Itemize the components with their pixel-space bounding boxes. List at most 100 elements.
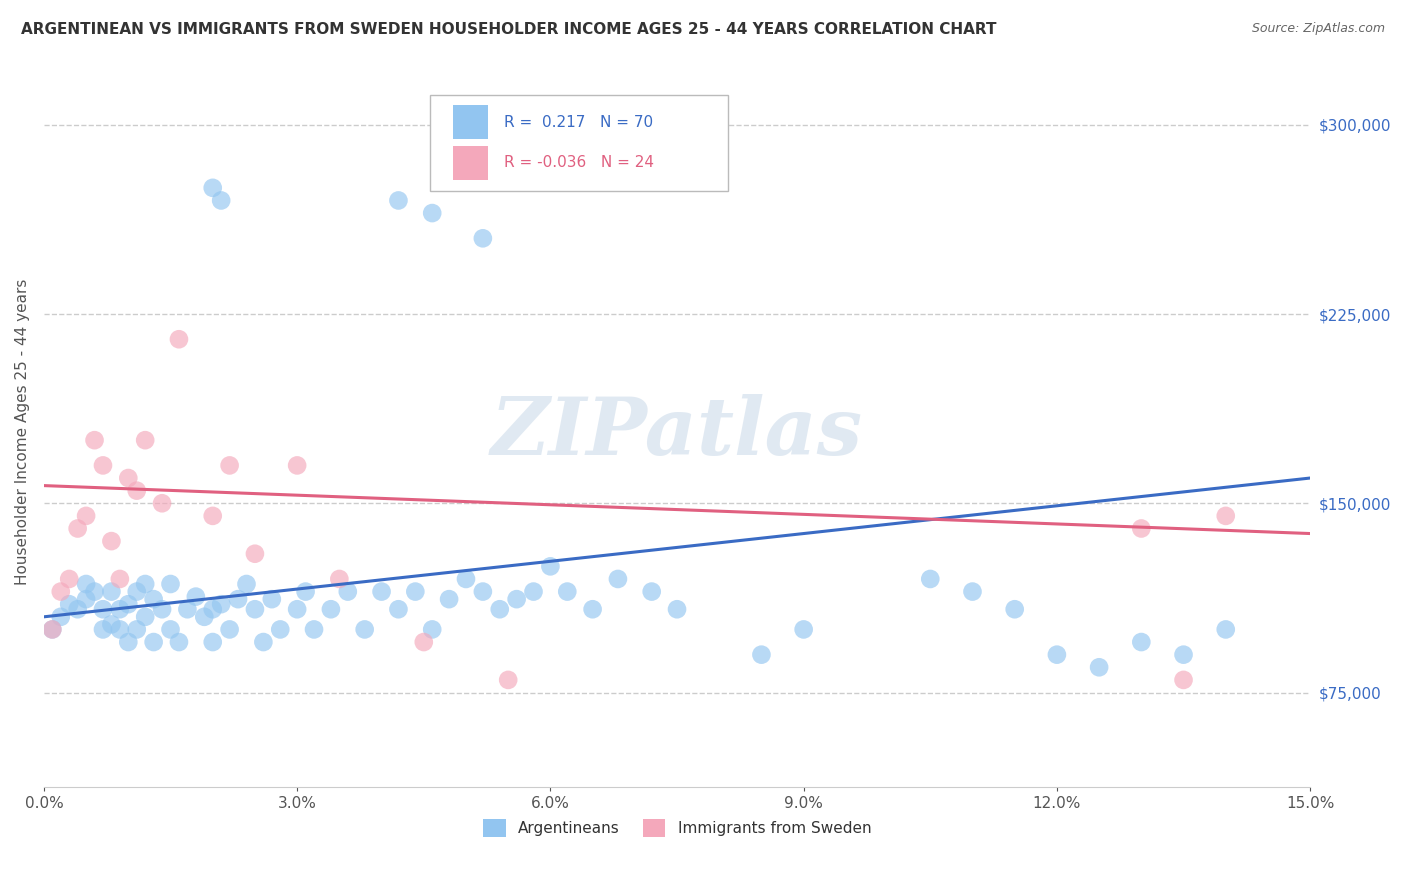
Point — [412, 635, 434, 649]
Point — [66, 602, 89, 616]
Point — [134, 609, 156, 624]
Point — [58, 572, 80, 586]
Legend: Argentineans, Immigrants from Sweden: Argentineans, Immigrants from Sweden — [477, 813, 877, 843]
Point — [100, 617, 122, 632]
Point — [581, 602, 603, 616]
Point — [302, 623, 325, 637]
Point — [91, 602, 114, 616]
Point — [159, 577, 181, 591]
Point — [91, 458, 114, 473]
Point — [117, 597, 139, 611]
Point — [488, 602, 510, 616]
Y-axis label: Householder Income Ages 25 - 44 years: Householder Income Ages 25 - 44 years — [15, 279, 30, 585]
Point — [294, 584, 316, 599]
Point — [1088, 660, 1111, 674]
Text: R = -0.036   N = 24: R = -0.036 N = 24 — [503, 155, 654, 170]
Point — [437, 592, 460, 607]
Point — [1215, 623, 1237, 637]
Point — [134, 577, 156, 591]
Point — [125, 623, 148, 637]
Text: Source: ZipAtlas.com: Source: ZipAtlas.com — [1251, 22, 1385, 36]
Point — [387, 194, 409, 208]
Point — [496, 673, 519, 687]
Point — [226, 592, 249, 607]
Point — [75, 508, 97, 523]
Point — [108, 602, 131, 616]
Point — [471, 584, 494, 599]
Point — [454, 572, 477, 586]
Bar — [453, 105, 488, 139]
Point — [353, 623, 375, 637]
Point — [420, 623, 443, 637]
Point — [1046, 648, 1069, 662]
Point — [108, 623, 131, 637]
Point — [218, 458, 240, 473]
Point — [209, 597, 232, 611]
Point — [218, 623, 240, 637]
Point — [117, 635, 139, 649]
Point — [260, 592, 283, 607]
Point — [285, 602, 308, 616]
Point — [319, 602, 342, 616]
Point — [1173, 673, 1195, 687]
Point — [387, 602, 409, 616]
Point — [176, 602, 198, 616]
Point — [75, 577, 97, 591]
Point — [751, 648, 773, 662]
Point — [505, 592, 527, 607]
Point — [201, 181, 224, 195]
Text: R =  0.217   N = 70: R = 0.217 N = 70 — [503, 115, 652, 129]
Point — [41, 623, 63, 637]
Point — [420, 206, 443, 220]
Point — [209, 194, 232, 208]
Point — [150, 602, 173, 616]
Point — [370, 584, 392, 599]
Point — [243, 547, 266, 561]
Point — [336, 584, 359, 599]
Point — [1130, 521, 1153, 535]
Point — [1130, 635, 1153, 649]
Point — [201, 508, 224, 523]
Point — [75, 592, 97, 607]
Point — [41, 623, 63, 637]
Point — [83, 584, 105, 599]
Point — [243, 602, 266, 616]
Point — [193, 609, 215, 624]
Point — [91, 623, 114, 637]
Point — [1215, 508, 1237, 523]
Bar — [430, 95, 728, 191]
Point — [142, 592, 165, 607]
Point — [252, 635, 274, 649]
Text: ZIPatlas: ZIPatlas — [491, 393, 863, 471]
Point — [125, 483, 148, 498]
Point — [235, 577, 257, 591]
Point — [167, 332, 190, 346]
Point — [142, 635, 165, 649]
Point — [538, 559, 561, 574]
Point — [269, 623, 291, 637]
Point — [184, 590, 207, 604]
Point — [83, 433, 105, 447]
Point — [606, 572, 628, 586]
Point — [522, 584, 544, 599]
Point — [666, 602, 689, 616]
Point — [201, 635, 224, 649]
Point — [1004, 602, 1026, 616]
Point — [58, 597, 80, 611]
Point — [66, 521, 89, 535]
Point — [159, 623, 181, 637]
Point — [793, 623, 815, 637]
Point — [49, 609, 72, 624]
Point — [471, 231, 494, 245]
Point — [150, 496, 173, 510]
Bar — [453, 145, 488, 179]
Point — [108, 572, 131, 586]
Text: ARGENTINEAN VS IMMIGRANTS FROM SWEDEN HOUSEHOLDER INCOME AGES 25 - 44 YEARS CORR: ARGENTINEAN VS IMMIGRANTS FROM SWEDEN HO… — [21, 22, 997, 37]
Point — [1173, 648, 1195, 662]
Point — [555, 584, 578, 599]
Point — [285, 458, 308, 473]
Point — [201, 602, 224, 616]
Point — [100, 584, 122, 599]
Point — [328, 572, 350, 586]
Point — [641, 584, 664, 599]
